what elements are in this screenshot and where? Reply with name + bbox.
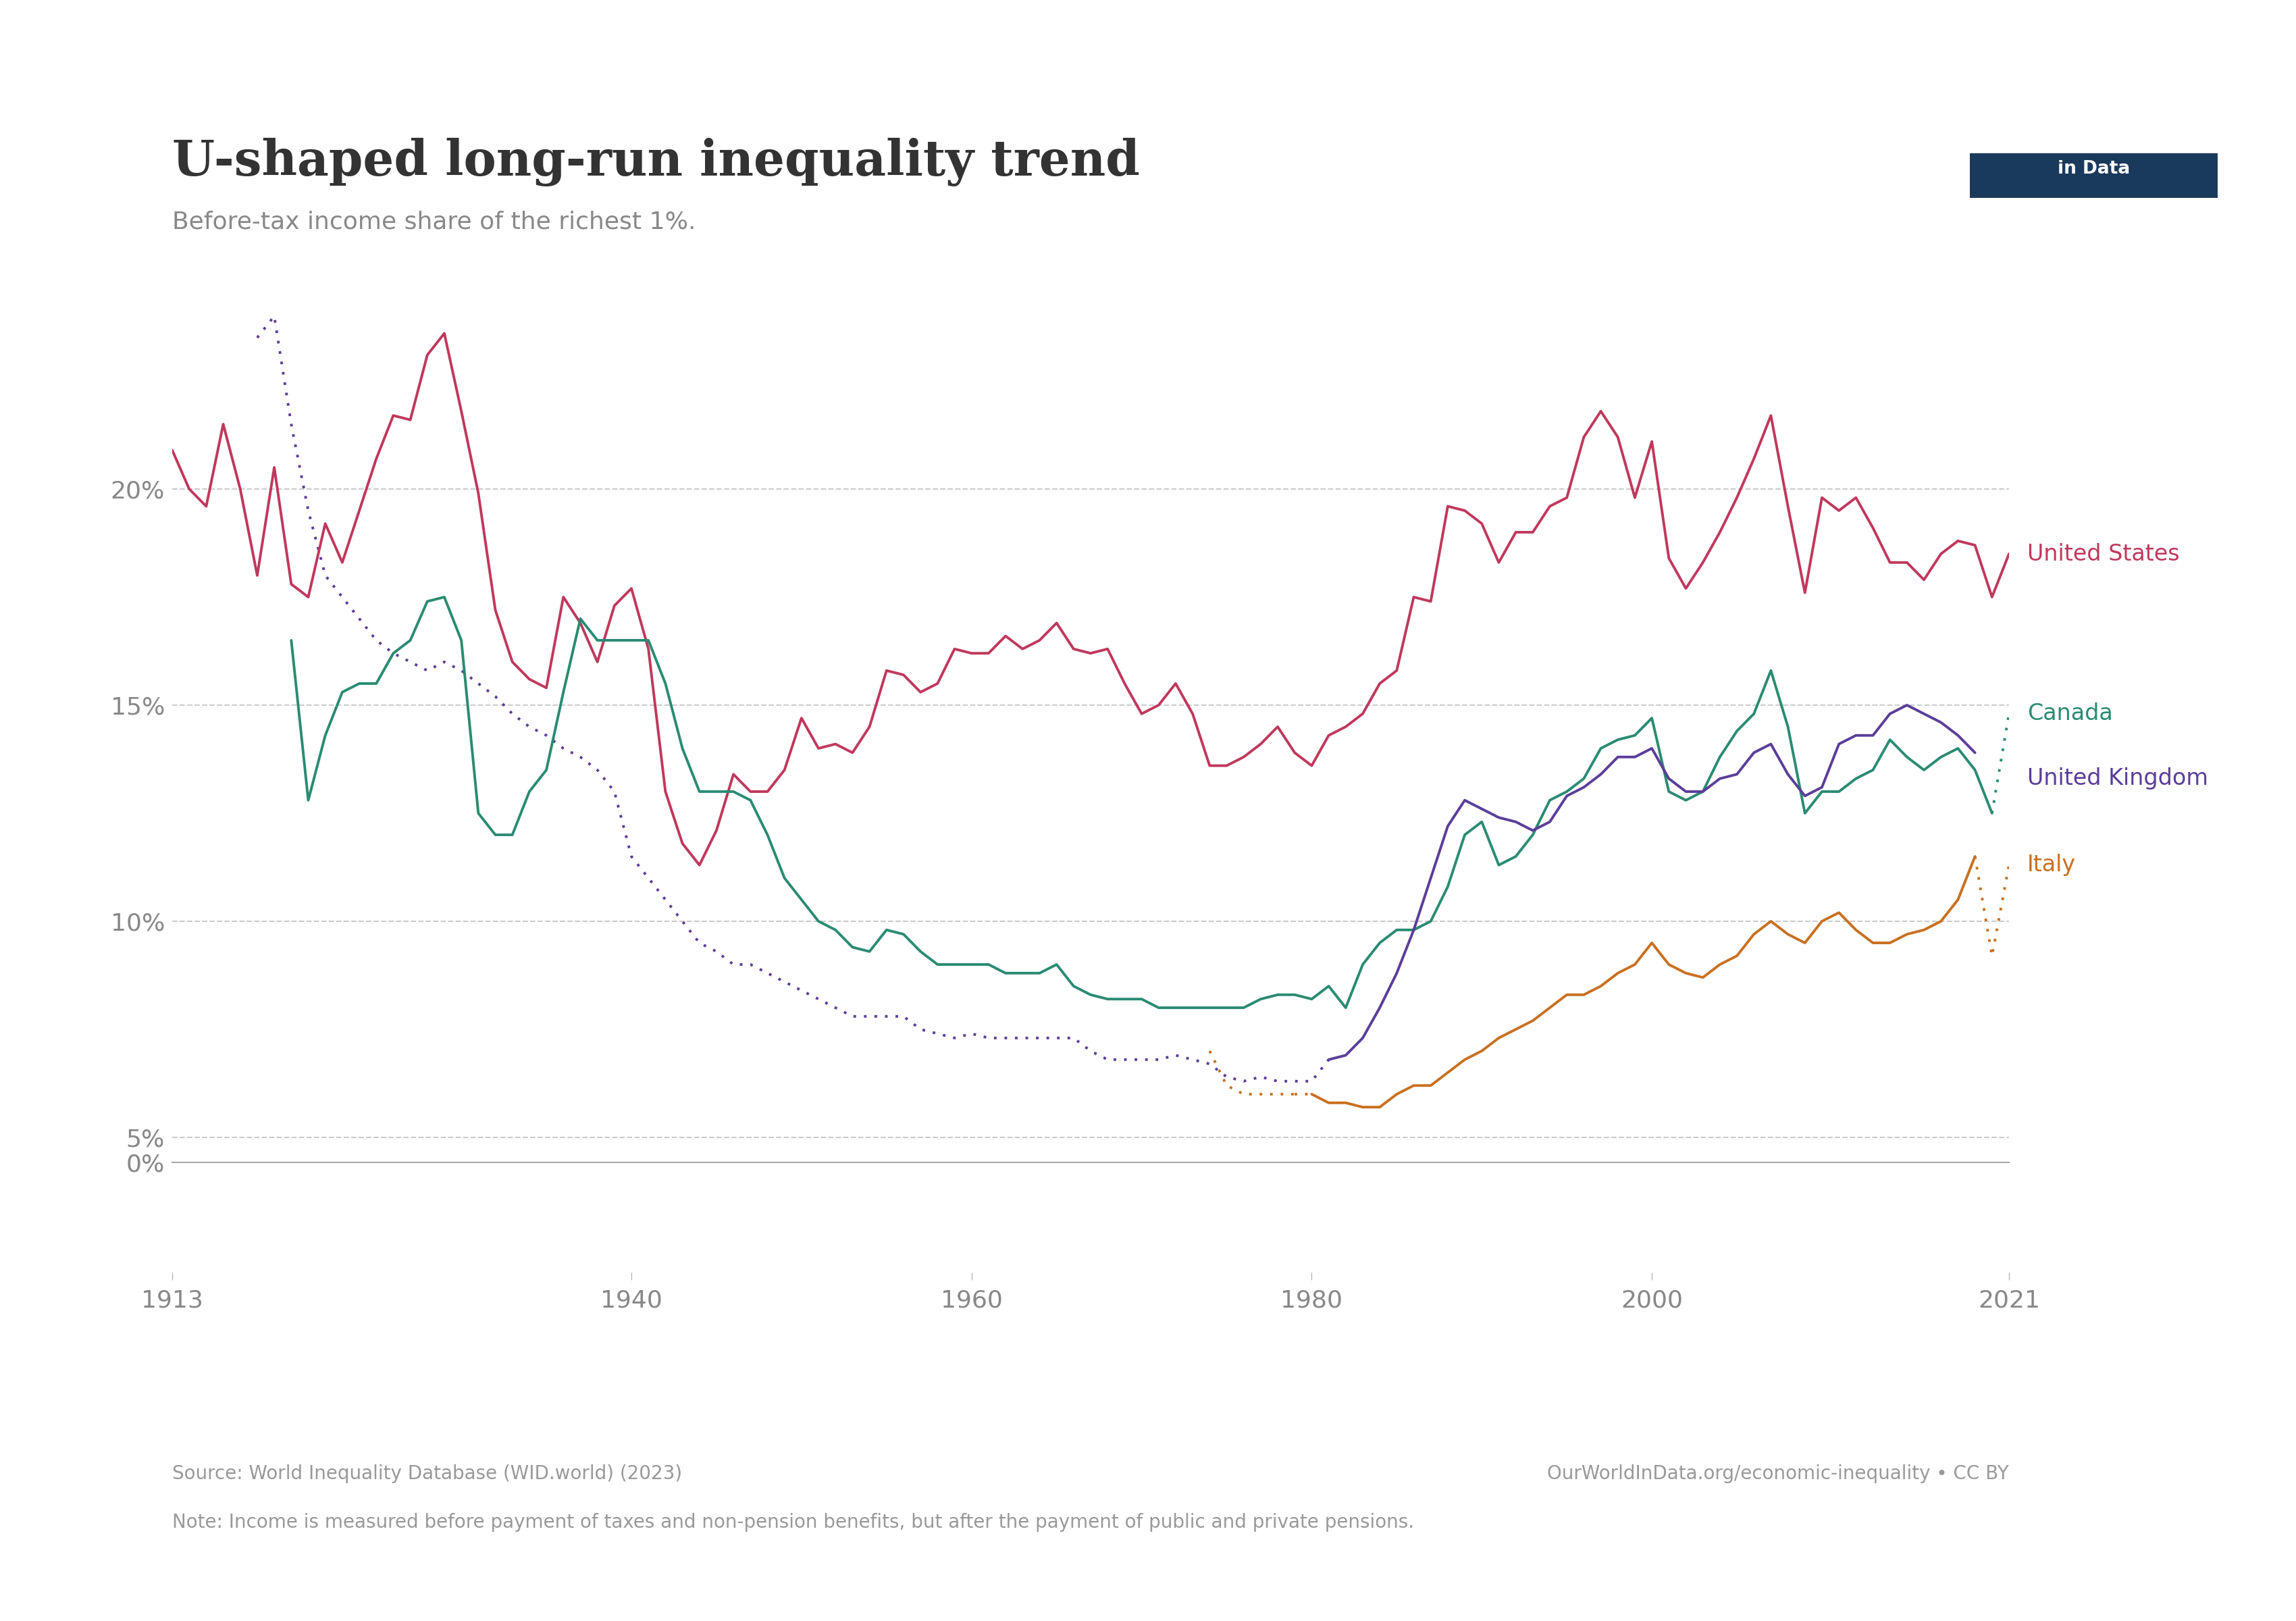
Bar — [1970, 154, 2218, 198]
Text: Our World: Our World — [2043, 75, 2144, 92]
Text: Before-tax income share of the richest 1%.: Before-tax income share of the richest 1… — [172, 211, 696, 233]
Text: Source: World Inequality Database (WID.world) (2023): Source: World Inequality Database (WID.w… — [172, 1464, 682, 1483]
Text: United States: United States — [2027, 543, 2179, 566]
Text: Note: Income is measured before payment of taxes and non-pension benefits, but a: Note: Income is measured before payment … — [172, 1512, 1414, 1532]
Text: U-shaped long-run inequality trend: U-shaped long-run inequality trend — [172, 138, 1139, 186]
Text: in Data: in Data — [2057, 160, 2131, 178]
Text: OurWorldInData.org/economic-inequality • CC BY: OurWorldInData.org/economic-inequality •… — [1548, 1464, 2009, 1483]
Text: Canada: Canada — [2027, 702, 2112, 725]
Text: United Kingdom: United Kingdom — [2027, 767, 2209, 789]
Text: Italy: Italy — [2027, 854, 2076, 877]
